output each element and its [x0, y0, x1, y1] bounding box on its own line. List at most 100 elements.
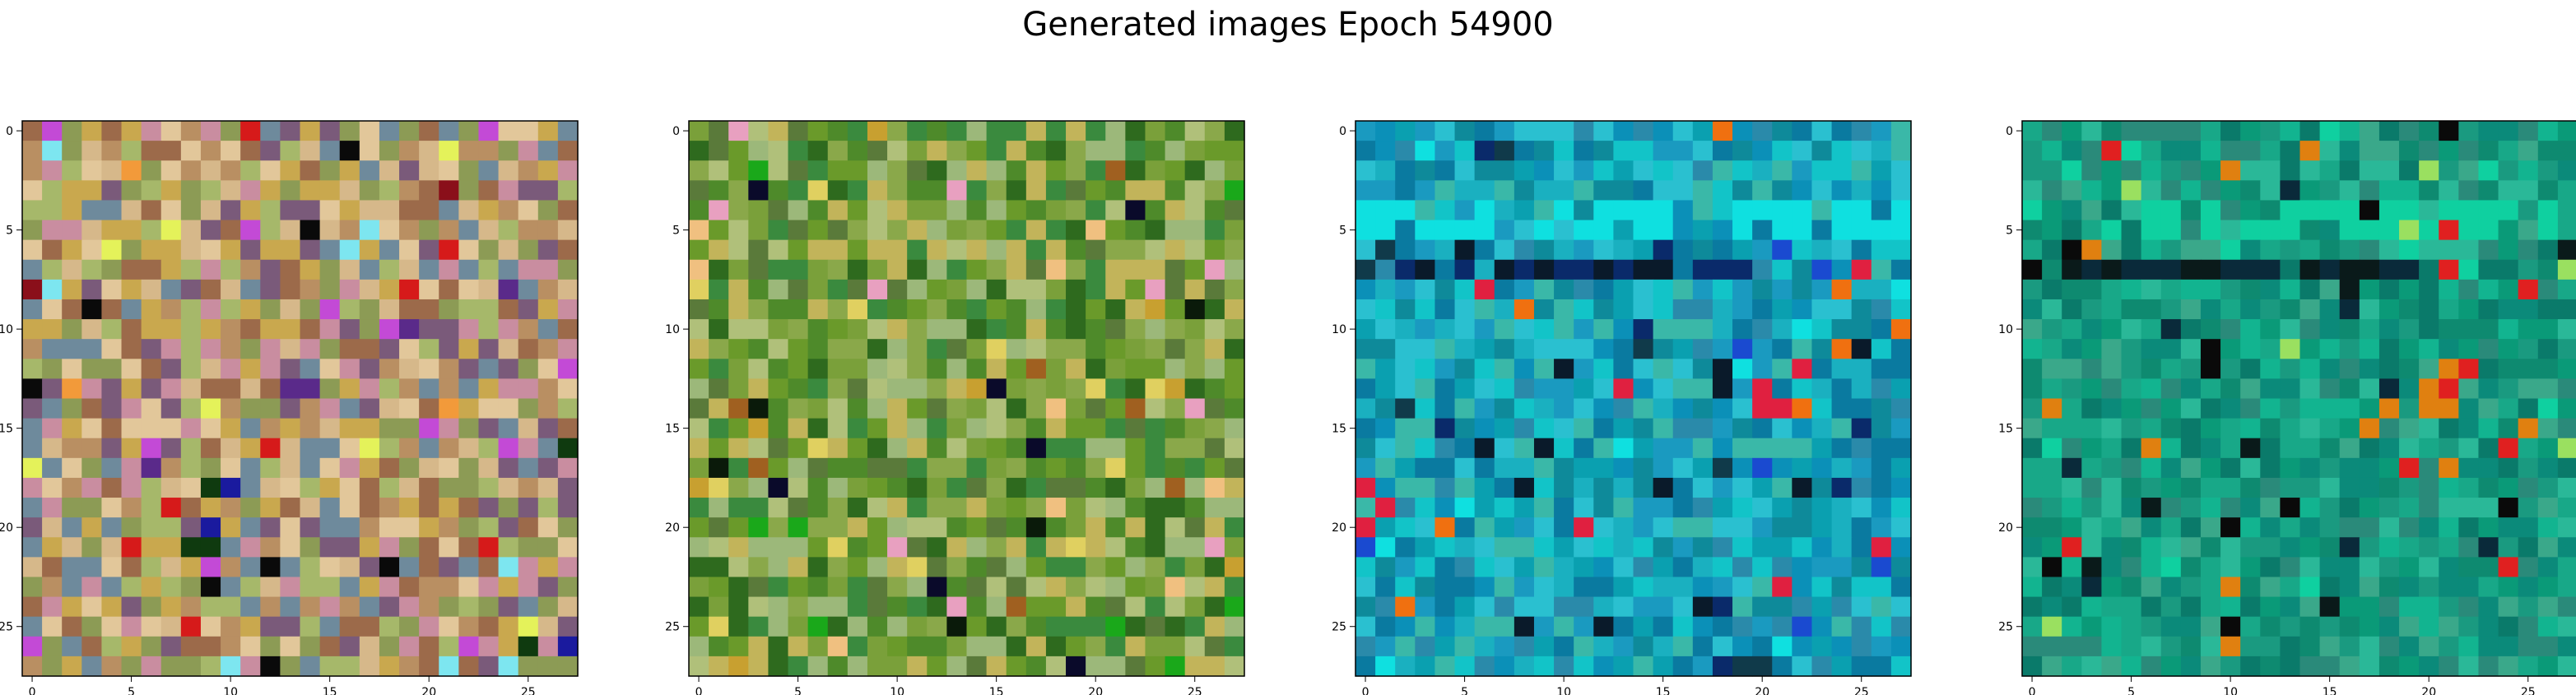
pixel-cell — [2319, 319, 2341, 340]
pixel-cell — [1375, 418, 1396, 439]
pixel-cell — [180, 418, 202, 439]
pixel-cell — [498, 359, 519, 379]
pixel-cell — [180, 220, 202, 241]
pixel-cell — [946, 299, 968, 320]
pixel-cell — [709, 299, 729, 320]
pixel-cell — [2378, 616, 2400, 637]
pixel-cell — [2319, 636, 2341, 657]
pixel-cell — [1006, 477, 1027, 498]
pixel-cell — [2121, 656, 2142, 677]
pixel-cell — [2121, 477, 2142, 498]
pixel-cell — [1125, 160, 1146, 181]
pixel-cell — [2557, 577, 2576, 598]
pixel-cell — [788, 121, 809, 141]
pixel-cell — [927, 359, 947, 379]
pixel-cell — [1375, 180, 1396, 202]
pixel-cell — [42, 121, 63, 141]
pixel-cell — [2280, 299, 2301, 320]
pixel-cell — [887, 398, 908, 419]
pixel-cell — [1633, 279, 1654, 300]
pixel-cell — [537, 636, 559, 657]
pixel-cell — [121, 121, 142, 141]
pixel-cell — [1105, 596, 1126, 618]
pixel-cell — [399, 239, 420, 261]
pixel-cell — [399, 398, 420, 419]
pixel-cell — [2081, 477, 2103, 498]
pixel-cell — [2141, 299, 2162, 320]
pixel-cell — [1554, 160, 1574, 181]
pixel-cell — [867, 537, 888, 558]
pixel-cell — [1653, 200, 1674, 221]
pixel-cell — [1474, 438, 1495, 459]
pixel-cell — [768, 398, 789, 419]
pixel-cell — [1554, 319, 1574, 340]
pixel-cell — [2022, 517, 2043, 538]
pixel-cell — [1454, 180, 1476, 202]
pixel-cell — [709, 239, 729, 261]
pixel-cell — [827, 537, 849, 558]
pixel-cell — [439, 457, 459, 479]
pixel-cell — [768, 418, 789, 439]
pixel-cell — [1474, 418, 1495, 439]
pixel-cell — [419, 418, 439, 439]
pixel-cell — [1831, 259, 1853, 280]
pixel-cell — [1395, 220, 1416, 241]
pixel-cell — [1851, 220, 1872, 241]
pixel-cell — [101, 498, 123, 518]
pixel-cell — [2557, 636, 2576, 657]
pixel-cell — [2557, 200, 2576, 221]
pixel-cell — [1355, 141, 1376, 161]
pixel-cell — [1474, 141, 1495, 161]
pixel-cell — [966, 378, 988, 400]
pixel-cell — [22, 616, 43, 637]
pixel-cell — [1831, 299, 1853, 320]
pixel-cell — [1772, 279, 1793, 300]
pixel-cell — [1434, 537, 1456, 558]
pixel-cell — [1086, 319, 1106, 340]
pixel-cell — [2399, 498, 2420, 518]
pixel-cell — [2141, 457, 2162, 479]
pixel-cell — [927, 160, 947, 181]
pixel-cell — [1105, 656, 1126, 677]
pixel-cell — [1434, 577, 1456, 598]
pixel-cell — [2478, 517, 2499, 538]
pixel-cell — [1066, 339, 1086, 359]
pixel-cell — [2498, 259, 2519, 280]
pixel-cell — [1752, 517, 1773, 538]
pixel-cell — [2240, 537, 2261, 558]
pixel-cell — [2399, 557, 2420, 578]
pixel-cell — [141, 656, 162, 677]
pixel-cell — [1633, 299, 1654, 320]
pixel-cell — [121, 656, 142, 677]
pixel-cell — [2399, 636, 2420, 657]
pixel-cell — [1204, 279, 1225, 300]
pixel-cell — [768, 457, 789, 479]
pixel-cell — [1574, 160, 1594, 181]
pixel-cell — [2260, 319, 2281, 340]
pixel-cell — [2101, 498, 2123, 518]
pixel-cell — [240, 537, 261, 558]
pixel-cell — [1890, 160, 1912, 181]
pixel-cell — [2537, 557, 2559, 578]
pixel-cell — [2518, 160, 2539, 181]
pixel-cell — [1752, 141, 1773, 161]
figure-title: Generated images Epoch 54900 — [1022, 6, 1554, 44]
pixel-cell — [240, 121, 261, 141]
pixel-cell — [2062, 160, 2082, 181]
pixel-cell — [2260, 636, 2281, 657]
pixel-cell — [768, 438, 789, 459]
pixel-cell — [2062, 656, 2082, 677]
pixel-cell — [399, 200, 420, 221]
pixel-cell — [1871, 121, 1892, 141]
pixel-cell — [2339, 299, 2360, 320]
pixel-cell — [2478, 121, 2499, 141]
pixel-cell — [1613, 279, 1634, 300]
pixel-cell — [1692, 319, 1713, 340]
pixel-cell — [966, 200, 988, 221]
pixel-cell — [689, 457, 709, 479]
pixel-cell — [1574, 259, 1594, 280]
pixel-cell — [458, 259, 480, 280]
pixel-cell — [1025, 477, 1047, 498]
pixel-cell — [2359, 438, 2380, 459]
